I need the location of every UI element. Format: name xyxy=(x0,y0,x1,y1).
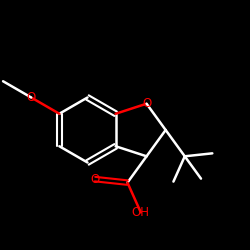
Text: OH: OH xyxy=(132,206,150,219)
Text: O: O xyxy=(142,97,151,110)
Text: O: O xyxy=(26,91,36,104)
Text: O: O xyxy=(90,172,100,186)
